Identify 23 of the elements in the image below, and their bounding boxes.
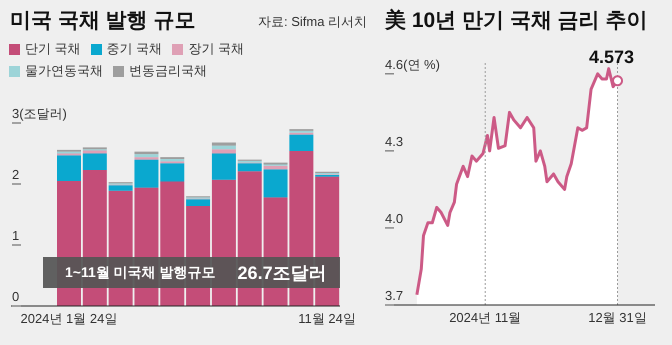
x-tick-label: 2024년 1월 24일 bbox=[20, 311, 118, 326]
y-tick-label: 4.0 bbox=[385, 210, 404, 226]
annotation: 26.7조달러 bbox=[238, 262, 327, 284]
chart-title: 美 10년 만기 국채 금리 추이 bbox=[385, 8, 648, 34]
y-tick-label: 2 bbox=[12, 167, 20, 182]
data-label: 4.573 bbox=[588, 46, 634, 67]
x-tick-label: 2024년 11월 bbox=[449, 310, 522, 326]
y-tick-label: 4.3 bbox=[385, 134, 404, 149]
legend-label: 물가연동국채 bbox=[25, 62, 103, 80]
y-tick-label: 1 bbox=[12, 228, 20, 243]
legend-label: 중기 국채 bbox=[106, 40, 162, 58]
legend-label: 변동금리국채 bbox=[129, 62, 207, 80]
chart-title: 미국 국채 발행 규모 bbox=[10, 8, 196, 34]
y-tick-label: 0 bbox=[12, 289, 20, 304]
y-tick-label: 3.7 bbox=[385, 288, 404, 303]
x-tick-label: 11월 24일 bbox=[298, 311, 356, 326]
annotation: 1~11월 미국채 발행규모 bbox=[65, 264, 216, 282]
y-tick-label: 4.6(연 %) bbox=[385, 56, 440, 72]
y-tick-label: 3(조달러) bbox=[12, 106, 67, 121]
x-tick-label: 12월 31일 bbox=[588, 310, 647, 326]
legend-label: 장기 국채 bbox=[188, 40, 244, 58]
text: 자료: Sifma 리서치 bbox=[258, 13, 368, 31]
legend-label: 단기 국채 bbox=[25, 40, 81, 58]
